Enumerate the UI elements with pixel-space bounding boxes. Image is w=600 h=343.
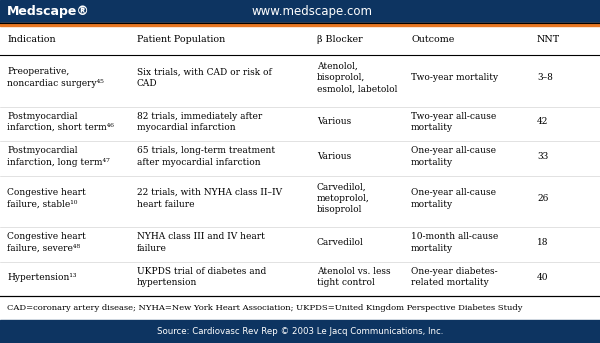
Text: 10-month all-cause
mortality: 10-month all-cause mortality [411, 232, 498, 253]
Text: Atenolol vs. less
tight control: Atenolol vs. less tight control [317, 267, 391, 287]
Text: β Blocker: β Blocker [317, 35, 362, 44]
Text: One-year diabetes-
related mortality: One-year diabetes- related mortality [411, 267, 497, 287]
Text: 40: 40 [537, 273, 548, 282]
Text: 26: 26 [537, 194, 548, 203]
Text: www.medscape.com: www.medscape.com [252, 5, 373, 18]
Text: Hypertension¹³: Hypertension¹³ [7, 273, 77, 282]
Text: UKPDS trial of diabetes and
hypertension: UKPDS trial of diabetes and hypertension [137, 267, 266, 287]
Text: Six trials, with CAD or risk of
CAD: Six trials, with CAD or risk of CAD [137, 68, 272, 88]
Text: Congestive heart
failure, severe⁴⁸: Congestive heart failure, severe⁴⁸ [7, 232, 86, 253]
Text: NYHA class III and IV heart
failure: NYHA class III and IV heart failure [137, 232, 265, 253]
Text: 42: 42 [537, 117, 548, 126]
Text: CAD=coronary artery disease; NYHA=New York Heart Association; UKPDS=United Kingd: CAD=coronary artery disease; NYHA=New Yo… [7, 304, 523, 312]
Text: Carvedilol: Carvedilol [317, 238, 364, 247]
Text: 18: 18 [537, 238, 548, 247]
Text: Outcome: Outcome [411, 35, 454, 44]
Text: Carvedilol,
metoprolol,
bisoprolol: Carvedilol, metoprolol, bisoprolol [317, 182, 370, 214]
Text: 33: 33 [537, 152, 548, 161]
Text: Various: Various [317, 117, 351, 126]
Text: Congestive heart
failure, stable¹⁰: Congestive heart failure, stable¹⁰ [7, 188, 86, 209]
Text: 22 trials, with NYHA class II–IV
heart failure: 22 trials, with NYHA class II–IV heart f… [137, 188, 282, 209]
Text: Postmyocardial
infarction, long term⁴⁷: Postmyocardial infarction, long term⁴⁷ [7, 146, 110, 166]
Text: Postmyocardial
infarction, short term⁴⁶: Postmyocardial infarction, short term⁴⁶ [7, 111, 114, 132]
Bar [0, 23, 600, 26]
Text: Source: Cardiovasc Rev Rep © 2003 Le Jacq Communications, Inc.: Source: Cardiovasc Rev Rep © 2003 Le Jac… [157, 327, 443, 336]
Text: Indication: Indication [7, 35, 56, 44]
Text: Preoperative,
noncardiac surgery⁴⁵: Preoperative, noncardiac surgery⁴⁵ [7, 68, 104, 88]
Text: 82 trials, immediately after
myocardial infarction: 82 trials, immediately after myocardial … [137, 111, 262, 132]
Bar [0, 0, 600, 23]
Bar [0, 23, 600, 296]
Text: NNT: NNT [537, 35, 560, 44]
Bar [0, 320, 600, 343]
Text: Atenolol,
bisoprolol,
esmolol, labetolol: Atenolol, bisoprolol, esmolol, labetolol [317, 62, 397, 94]
Text: Medscape®: Medscape® [7, 5, 90, 18]
Text: One-year all-cause
mortality: One-year all-cause mortality [411, 146, 496, 166]
Text: Two-year mortality: Two-year mortality [411, 73, 498, 82]
Text: 65 trials, long-term treatment
after myocardial infarction: 65 trials, long-term treatment after myo… [137, 146, 275, 166]
Text: 3–8: 3–8 [537, 73, 553, 82]
Text: Various: Various [317, 152, 351, 161]
Text: Patient Population: Patient Population [137, 35, 225, 44]
Text: One-year all-cause
mortality: One-year all-cause mortality [411, 188, 496, 209]
Text: Two-year all-cause
mortality: Two-year all-cause mortality [411, 111, 496, 132]
